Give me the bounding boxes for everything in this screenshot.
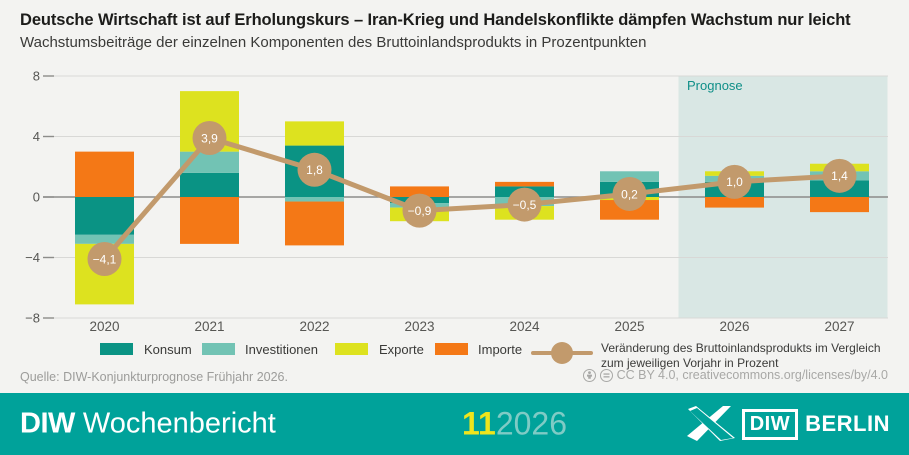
y-tick-label: −4 (25, 250, 40, 265)
bar-segment-importe-2020 (75, 151, 134, 197)
gdp-point (507, 187, 542, 222)
legend-swatch-importe (435, 343, 468, 355)
y-tick-label: 8 (33, 69, 40, 84)
issue-num: 11 (462, 405, 496, 442)
gdp-point-label: 3,9 (201, 131, 218, 145)
gdp-point-label: −0,5 (513, 198, 537, 212)
bar-segment-investitionen-2020 (75, 234, 134, 244)
cc-icon (599, 368, 613, 382)
cc-by-icon (582, 368, 596, 382)
gdp-point-label: 0,2 (621, 187, 638, 201)
gdp-point-label: 1,4 (831, 169, 848, 183)
legend-label-konsum: Konsum (144, 342, 192, 357)
diw-logo-box: DIW (741, 408, 799, 440)
y-tick-label: −8 (25, 311, 40, 326)
y-tick-label: 0 (33, 190, 40, 205)
gdp-point (192, 121, 227, 156)
gdp-point-label: −0,9 (408, 204, 432, 218)
diw-berlin-logo: DIW BERLIN (686, 406, 890, 442)
publication-name: DIW Wochenbericht (20, 407, 276, 440)
prognose-label: Prognose (687, 78, 743, 93)
bar-segment-importe-2023 (390, 186, 449, 197)
legend-label-investitionen: Investitionen (245, 342, 318, 357)
x-tick-label: 2026 (719, 319, 749, 334)
gdp-point (87, 242, 122, 277)
bar-segment-importe-2026 (705, 197, 764, 208)
x-tick-label: 2022 (299, 319, 329, 334)
x-tick-label: 2021 (194, 319, 224, 334)
legend-line-dot (551, 342, 573, 364)
bar-segment-exporte-2022 (285, 121, 344, 146)
diw-logo-berlin: BERLIN (805, 411, 890, 436)
gdp-point-label: 1,8 (306, 163, 323, 177)
gdp-point (822, 158, 857, 193)
license-text: CC BY 4.0, creativecommons.org/licenses/… (616, 368, 888, 382)
gdp-point-label: 1,0 (726, 175, 743, 189)
x-tick-label: 2023 (404, 319, 434, 334)
chart-subtitle: Wachstumsbeiträge der einzelnen Komponen… (20, 34, 647, 51)
source-note: Quelle: DIW-Konjunkturprognose Frühjahr … (20, 370, 288, 384)
bar-segment-importe-2021 (180, 197, 239, 244)
bar-segment-konsum-2020 (75, 197, 134, 235)
issue-number: 112026 (462, 406, 567, 443)
gdp-point (612, 176, 647, 211)
legend-line-description: Veränderung des Bruttoinlandsprodukts im… (601, 341, 881, 370)
bar-segment-importe-2024 (495, 181, 554, 187)
x-tick-label: 2027 (824, 319, 854, 334)
bar-segment-importe-2027 (810, 197, 869, 213)
gdp-point (717, 164, 752, 199)
gdp-line (102, 135, 842, 262)
x-tick-label: 2020 (89, 319, 119, 334)
bar-segment-importe-2022 (285, 201, 344, 246)
chart: Prognose 8 4 0 −4 −8 2020 2021 2022 2023 2024 2025 2… (25, 69, 888, 334)
diw-swoosh-icon (686, 406, 735, 441)
gdp-point-label: −4,1 (93, 252, 117, 266)
license-note: CC BY 4.0, creativecommons.org/licenses/… (582, 368, 888, 382)
gdp-point (402, 193, 437, 228)
legend-swatch-exporte (335, 343, 368, 355)
bar-segment-investitionen-2022 (285, 197, 344, 202)
gdp-point (297, 152, 332, 187)
footer-band: DIW Wochenbericht 112026 DIW BERLIN (0, 393, 909, 455)
x-tick-label: 2025 (614, 319, 644, 334)
legend-swatch-investitionen (202, 343, 235, 355)
legend-label-importe: Importe (478, 342, 523, 357)
chart-title: Deutsche Wirtschaft ist auf Erholungskur… (20, 11, 851, 29)
bar-segment-konsum-2021 (180, 172, 239, 197)
x-tick-label: 2024 (509, 319, 540, 334)
bar-segment-investitionen-2025 (600, 171, 659, 182)
legend-label-exporte: Exporte (379, 342, 424, 357)
y-tick-label: 4 (33, 129, 40, 144)
issue-year: 2026 (495, 405, 568, 442)
legend-swatch-konsum (100, 343, 133, 355)
